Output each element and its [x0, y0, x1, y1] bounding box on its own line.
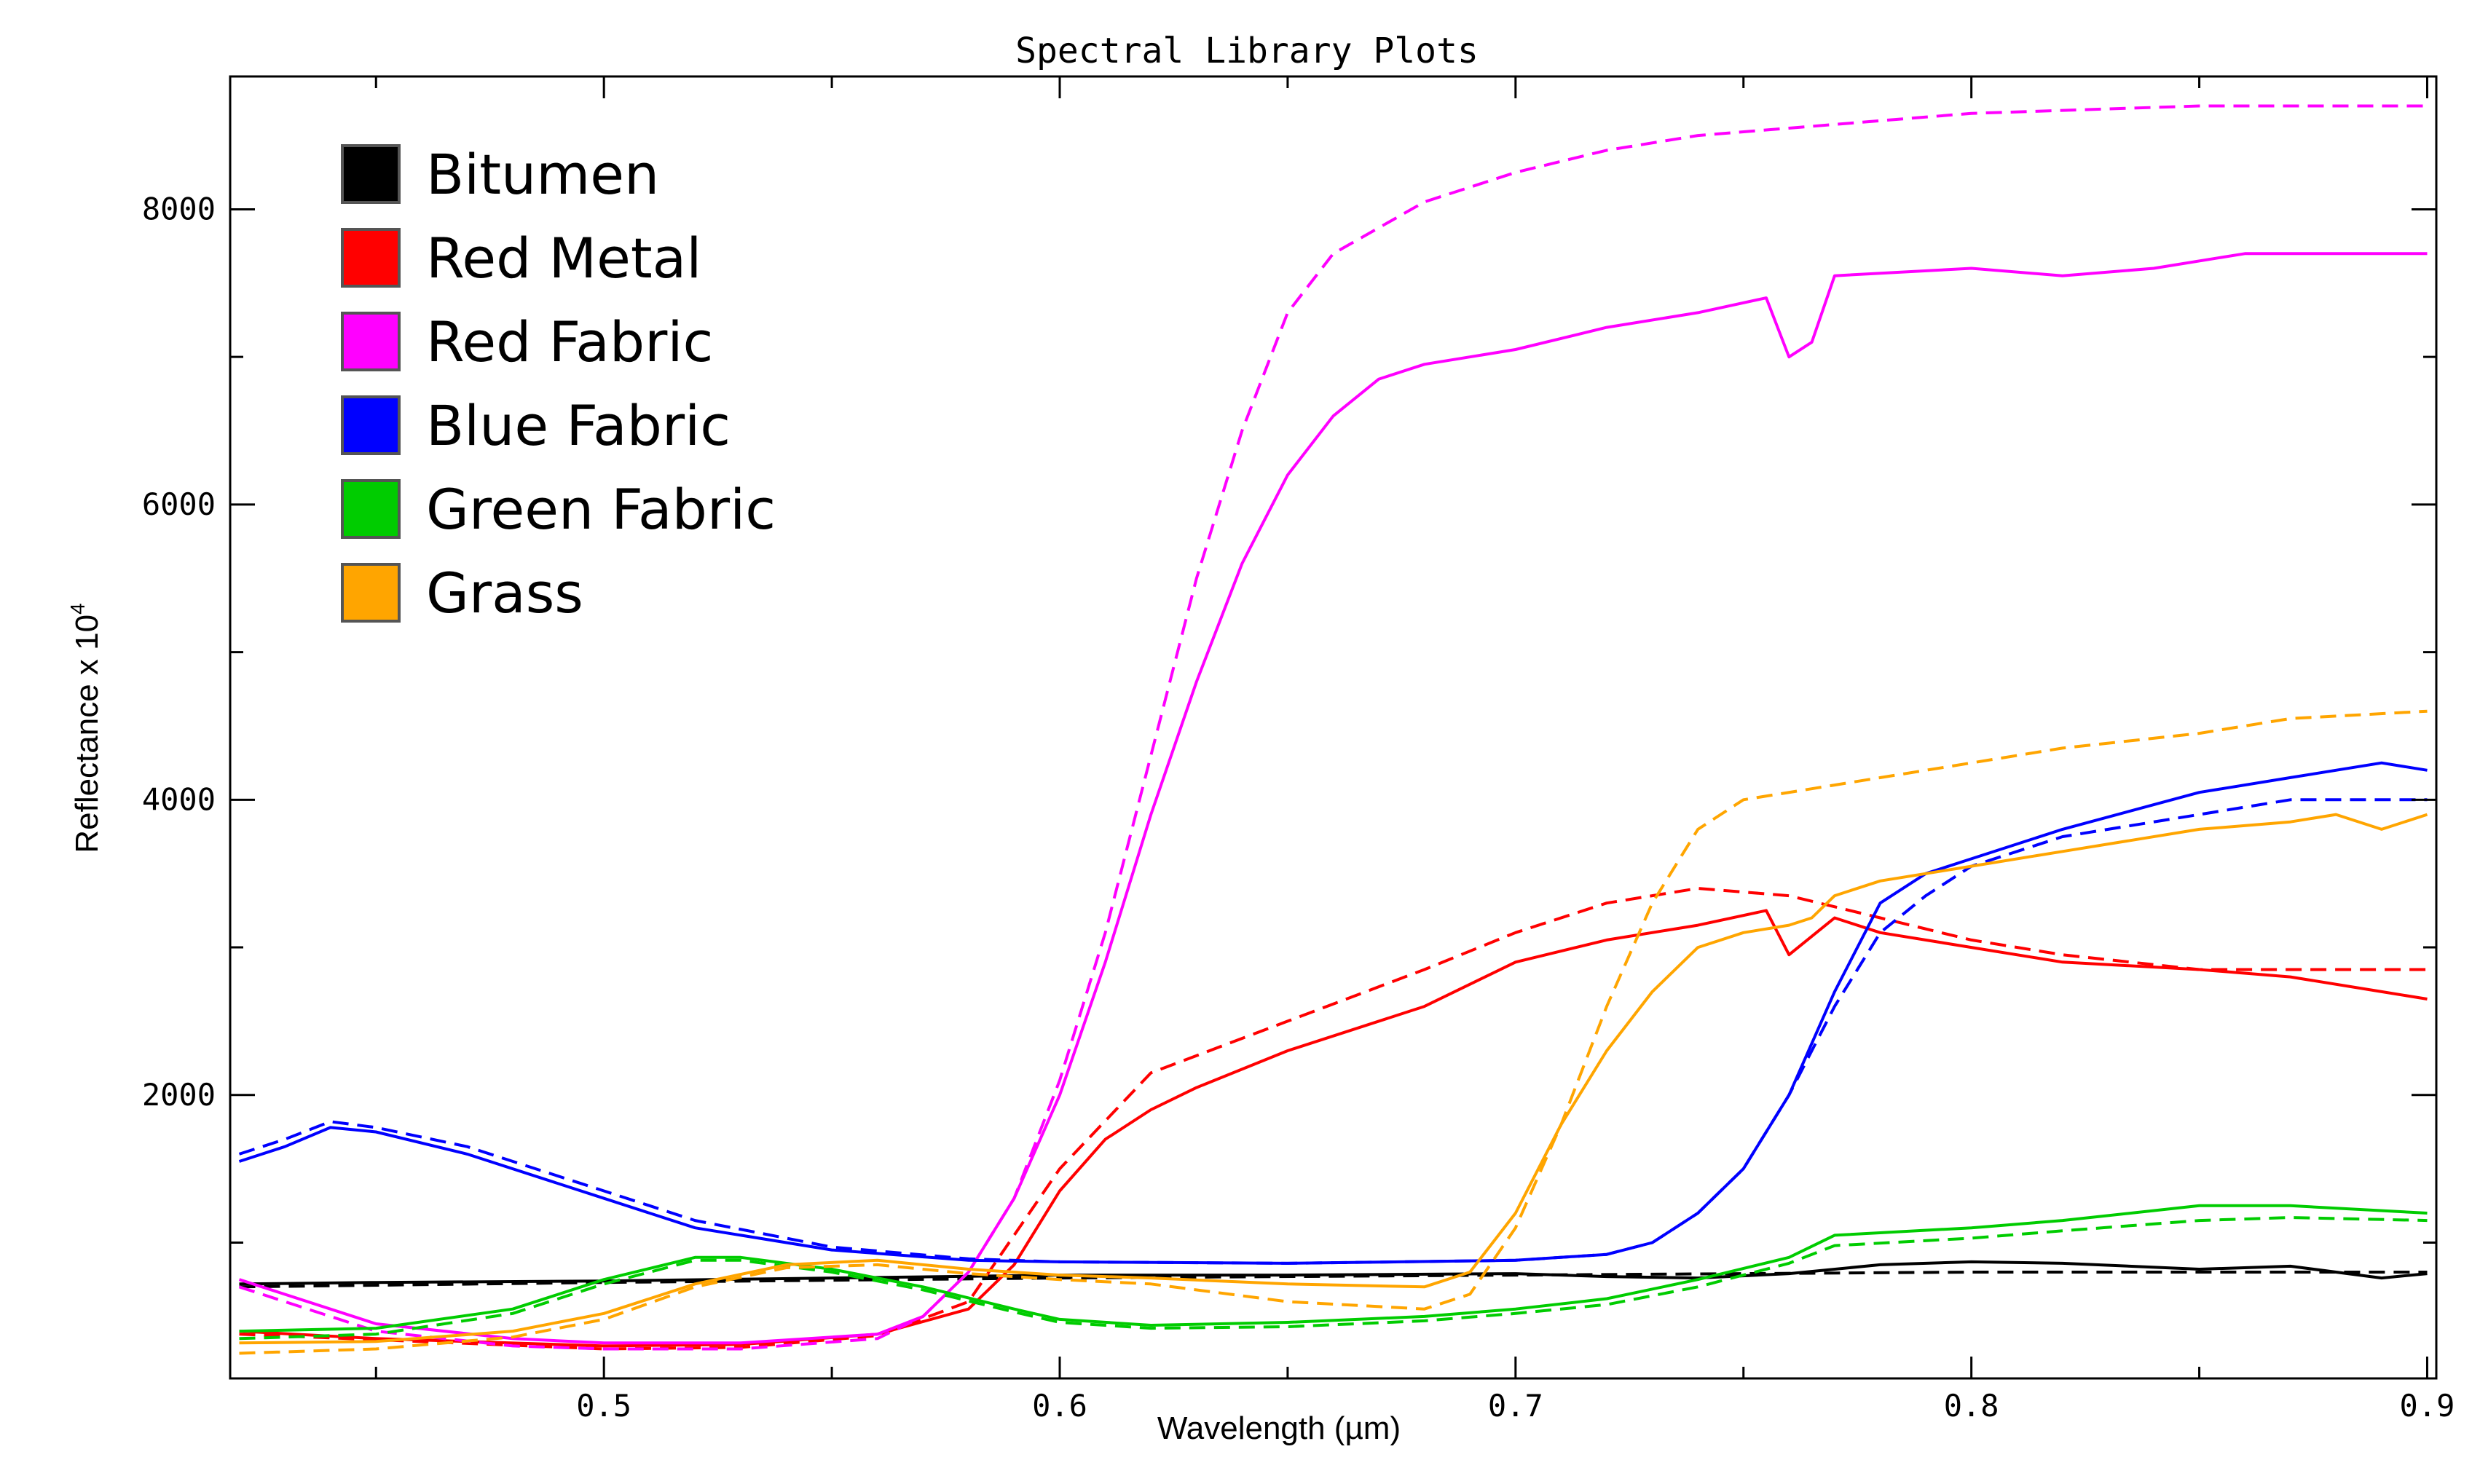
legend-label-red-fabric: Red Fabric: [426, 309, 713, 374]
series-line-red-fabric-dashed: [238, 104, 2428, 1351]
series-line-bitumen-dashed: [239, 1271, 2428, 1289]
ticks-layer: [230, 76, 2436, 1378]
legend-label-red-metal: Red Metal: [426, 226, 701, 291]
series-line-grass-solid: [239, 813, 2428, 1345]
x-tick-label: 0.8: [1944, 1388, 1999, 1424]
y-axis-label-superscript: 4: [66, 603, 89, 615]
x-tick-label: 0.5: [576, 1388, 631, 1424]
series-line-red-fabric-solid: [238, 252, 2428, 1345]
chart-title: Spectral Library Plots: [1015, 31, 1479, 71]
legend-label-blue-fabric: Blue Fabric: [426, 393, 731, 458]
series-line-red-metal-dashed: [239, 887, 2428, 1351]
y-tick-label: 8000: [142, 191, 216, 226]
svg-text:Reflectance x 104: Reflectance x 104: [66, 603, 105, 853]
legend-swatch-red-metal: [341, 228, 401, 288]
series-line-grass-dashed: [239, 709, 2428, 1355]
legend-label-bitumen: Bitumen: [426, 142, 659, 207]
x-tick-label: 0.7: [1488, 1388, 1543, 1424]
series-line-green-fabric-dashed: [239, 1216, 2428, 1341]
series-layer: [238, 104, 2428, 1355]
legend-swatch-bitumen: [341, 144, 401, 204]
y-tick-label: 4000: [142, 781, 216, 817]
y-tick-label: 6000: [142, 486, 216, 522]
legend-swatch-blue-fabric: [341, 395, 401, 455]
legend-swatch-green-fabric: [341, 479, 401, 539]
legend: Bitumen Red Metal Red Fabric Blue Fabric Gre…: [341, 142, 776, 625]
plot-frame: [229, 75, 2438, 1380]
x-tick-label: 0.6: [1032, 1388, 1087, 1424]
series-line-green-fabric-solid: [239, 1204, 2428, 1333]
legend-swatch-red-fabric: [341, 312, 401, 371]
legend-swatch-grass: [341, 563, 401, 623]
y-axis-label: Reflectance x 104: [66, 603, 105, 853]
tick-labels-layer: 0.5 0.6 0.7 0.8 0.9 2000 4000 6000 8000: [142, 191, 2455, 1424]
x-tick-label: 0.9: [2400, 1388, 2455, 1424]
legend-label-grass: Grass: [426, 561, 583, 625]
y-tick-label: 2000: [142, 1077, 216, 1113]
series-line-bitumen-solid: [239, 1260, 2428, 1286]
legend-label-green-fabric: Green Fabric: [426, 477, 776, 542]
y-axis-label-text: Reflectance x 10: [69, 615, 105, 853]
x-axis-label: Wavelength (µm): [1157, 1410, 1401, 1446]
